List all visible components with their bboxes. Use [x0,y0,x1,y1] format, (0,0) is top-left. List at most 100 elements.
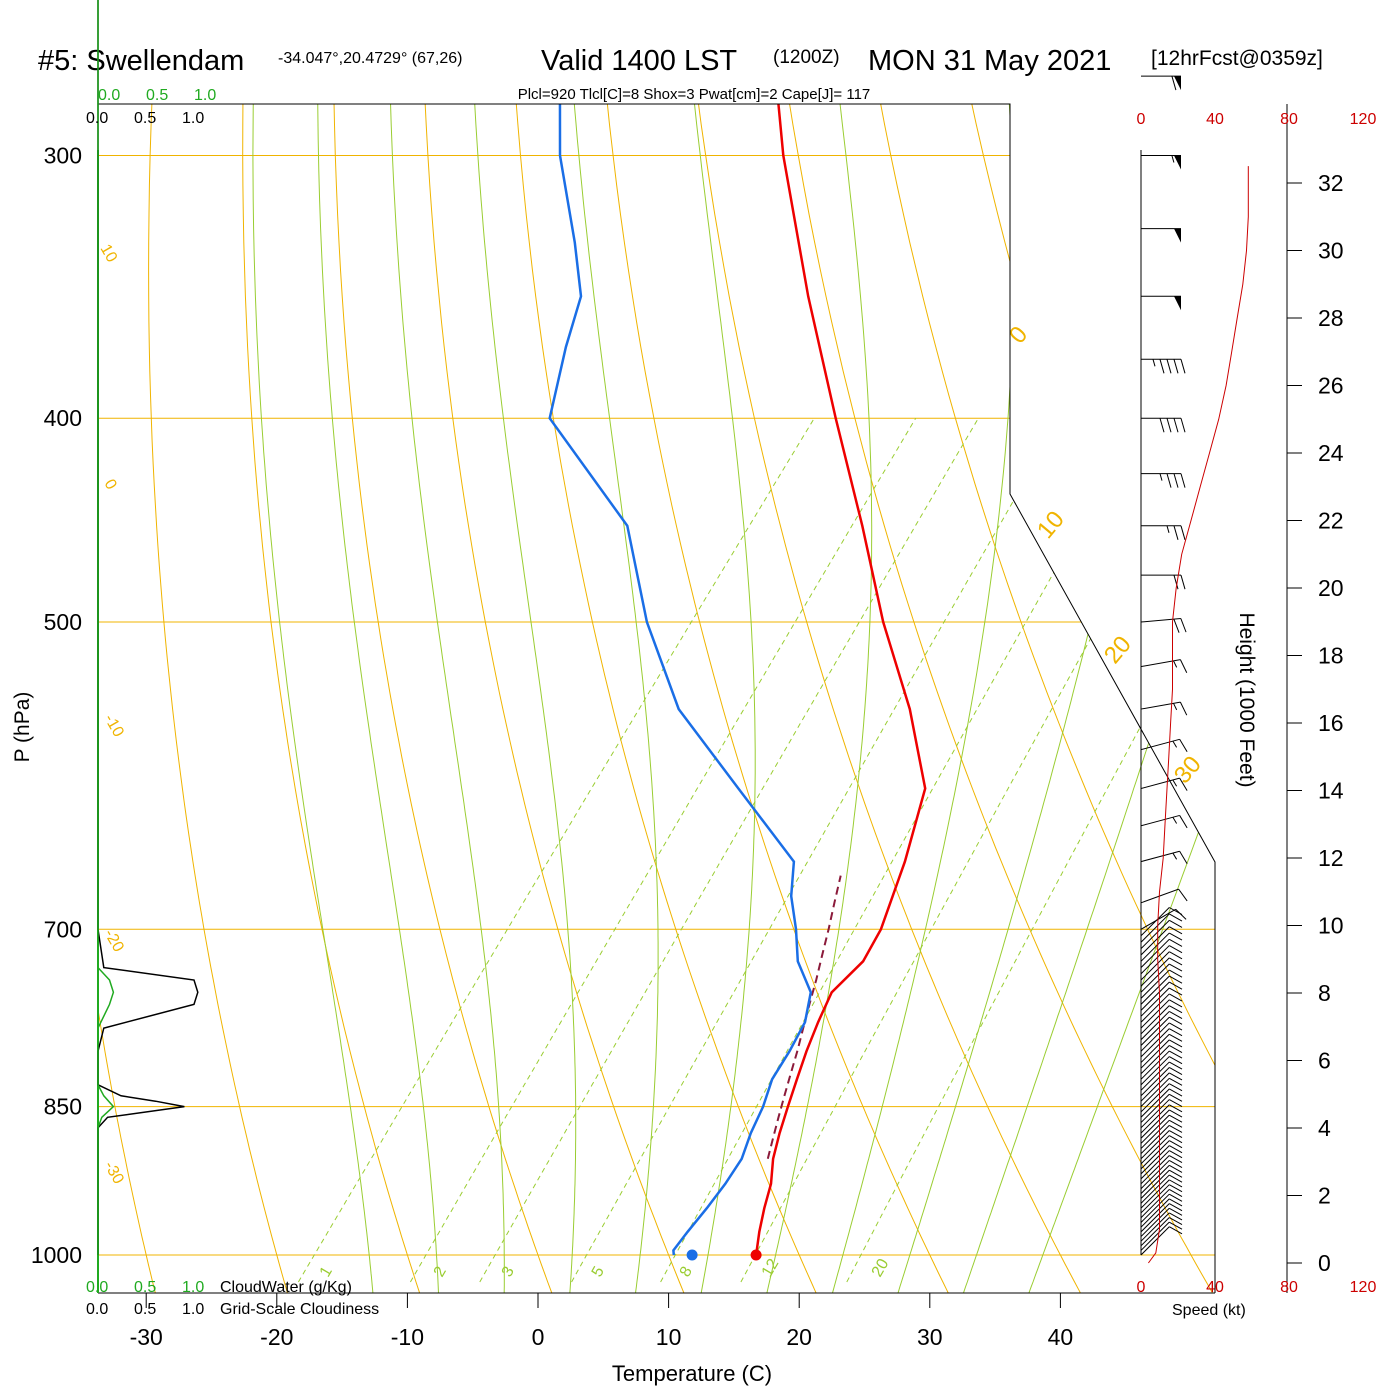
wind-barb-shaft [1140,1005,1170,1035]
mixing-ratio-line-8 [660,417,1142,1283]
wind-barb [1140,1169,1183,1199]
wind-barb [1140,1179,1183,1209]
wind-barb-full [1166,418,1172,433]
moist-adiabats [252,104,1215,1293]
wind-barb-shaft [1140,1045,1170,1075]
dry-adiabat-line [594,104,952,1293]
mixing-ratio-line-5 [571,417,1062,1283]
wind-barb [1140,701,1188,716]
moist-adiabat-line [960,104,1215,1293]
wind-barb-shaft [1140,1169,1170,1199]
station-coords: -34.047°,20.4729° (67,26) [278,50,462,67]
cloudiness-tick-top: 0.5 [134,110,156,127]
wind-barb [1140,1077,1183,1107]
temperature-tick-label: 40 [1048,1324,1074,1350]
wind-barb [1140,1164,1183,1194]
speed-tick-top: 0 [1137,111,1146,128]
dry-adiabat-line [854,104,1215,1293]
wind-barb-shaft [1140,1056,1170,1086]
wind-barb [1141,358,1186,374]
height-tick-label: 20 [1318,575,1344,601]
cloudwater-tick-bottom: 0.0 [86,1279,108,1296]
height-tick-label: 0 [1318,1250,1331,1276]
mixing-ratio-label: 1 [317,1264,336,1280]
wind-barb-full [1169,1088,1183,1097]
wind-barb-shaft [1140,920,1170,949]
wind-barb [1140,1072,1183,1102]
plot-frame [98,103,1216,1293]
wind-barb-full [1169,1104,1183,1113]
wind-barb-full [1169,1072,1183,1081]
dry-adiabat-line [420,104,688,1293]
wind-barb-full [1178,888,1188,902]
wind-barb-full [1166,359,1172,374]
dry-adiabat-line [242,104,423,1293]
forecast-info: [12hrFcst@0359z] [1151,47,1323,70]
wind-barb [1140,1011,1183,1041]
dry-adiabat-label: 10 [1032,506,1070,544]
mixing-ratio-line-2 [409,417,917,1283]
wind-barb-full [1169,1005,1183,1014]
height-tick-label: 18 [1318,643,1344,669]
wind-barb-full [1179,739,1188,753]
wind-barb-full [1169,1022,1183,1031]
wind-barb-full [1169,1124,1183,1133]
wind-barb-full [1159,418,1165,433]
wind-barb-half [1172,816,1178,824]
wind-barb [1140,957,1183,987]
wind-barb [1140,926,1183,956]
wind-barb-full [1169,1028,1183,1037]
wind-barb-full [1169,1056,1183,1065]
wind-barb-flag [1174,155,1181,170]
height-tick-label: 26 [1318,373,1344,399]
wind-barb-shaft [1140,738,1180,751]
wind-barb [1140,1039,1183,1069]
cloudiness-tick-bottom: 1.0 [182,1301,204,1318]
wind-barb-shaft [1140,1155,1170,1185]
wind-barb-shaft [1140,1016,1170,1046]
speed-tick-bottom: 80 [1280,1279,1298,1296]
wind-barb-shaft [1140,1067,1170,1097]
cloudiness-tick-top: 1.0 [182,110,204,127]
moist-adiabat-line [1026,104,1215,1293]
wind-barb [1140,1114,1183,1144]
wind-barb-shaft [1140,1061,1170,1091]
wind-barb [1140,1088,1183,1118]
wind-barb-shaft [1140,1150,1170,1180]
wind-barb-full [1169,1179,1183,1188]
speed-tick-top: 120 [1350,111,1377,128]
wind-barb-shaft [1140,1077,1170,1107]
wind-barb-full [1169,1083,1183,1092]
wind-barb-full [1169,1203,1183,1212]
speed-tick-top: 40 [1206,111,1224,128]
wind-barb-shaft [1140,1164,1170,1194]
wind-barb-full [1173,575,1179,590]
wind-barb-full [1169,1067,1183,1076]
wind-barb [1140,951,1183,981]
dry-adiabat-line [148,104,290,1293]
cloudiness-tick-top: 0.0 [86,110,108,127]
wind-barb [1140,1140,1183,1170]
wind-barb [1140,738,1188,753]
wind-barb-full [1166,473,1172,488]
wind-barb-full [1169,1169,1183,1178]
wind-barb-flag [1174,76,1181,91]
dry-adiabat-line [767,104,1215,1293]
wind-barb-shaft [1140,888,1179,904]
wind-barb-shaft [1140,938,1170,968]
wind-barb-full [1179,659,1188,673]
wind-barb [1140,913,1183,943]
wind-barb [1141,525,1186,540]
wind-barb-shaft [1140,1033,1170,1063]
wind-barb-full [1169,1198,1183,1207]
dry-adiabat-line [1290,0,1400,1300]
wind-barb-shaft [1140,1203,1170,1233]
wind-barb-full [1169,938,1183,947]
wind-barb-flag [1174,296,1181,311]
wind-barb [1140,1022,1183,1052]
wind-barb [1140,1184,1183,1214]
pressure-tick-label: 1000 [31,1242,82,1268]
wind-barb [1140,1130,1183,1160]
wind-barb-full [1180,575,1186,590]
wind-barb-shaft [1140,945,1170,975]
